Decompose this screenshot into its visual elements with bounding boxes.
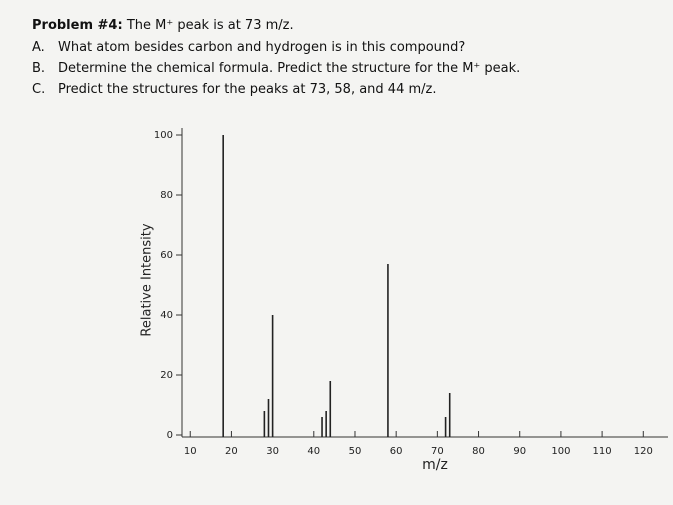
y-tick-label: 60 xyxy=(160,250,173,261)
y-tick-label: 20 xyxy=(160,370,173,381)
y-tick-label: 100 xyxy=(154,130,173,141)
x-tick-label: 100 xyxy=(551,446,570,457)
y-tick-label: 40 xyxy=(160,310,173,321)
x-tick-label: 20 xyxy=(225,446,238,457)
x-tick-label: 80 xyxy=(472,446,485,457)
problem-heading: Problem #4: xyxy=(32,18,123,33)
x-tick-label: 30 xyxy=(266,446,279,457)
item: C. Predict the structures for the peaks a… xyxy=(32,82,436,97)
item-text: Predict the structures for the peaks at … xyxy=(58,82,437,97)
x-tick-label: 90 xyxy=(513,446,526,457)
x-tick-label: 10 xyxy=(184,446,197,457)
x-tick-label: 70 xyxy=(431,446,444,457)
item-label: C. xyxy=(32,82,46,97)
problem-heading-line: Problem #4: The M⁺ peak is at 73 m/z. xyxy=(32,18,294,33)
x-tick-label: 50 xyxy=(349,446,362,457)
item-text: What atom besides carbon and hydrogen is… xyxy=(58,40,466,55)
x-tick-label: 60 xyxy=(390,446,403,457)
item: B. Determine the chemical formula. Predic… xyxy=(32,61,520,76)
item-label: A. xyxy=(32,40,45,55)
x-axis-label: m/z xyxy=(422,457,448,473)
y-axis-label: Relative Intensity xyxy=(140,223,155,336)
y-tick-label: 80 xyxy=(160,190,173,201)
item-text: Determine the chemical formula. Predict … xyxy=(58,61,521,76)
x-tick-label: 110 xyxy=(593,446,612,457)
item-label: B. xyxy=(32,61,46,76)
x-tick-label: 120 xyxy=(634,446,653,457)
x-tick-label: 40 xyxy=(307,446,320,457)
y-tick-label: 0 xyxy=(167,430,173,441)
item: A. What atom besides carbon and hydrogen … xyxy=(32,40,465,55)
problem-statement: The M⁺ peak is at 73 m/z. xyxy=(126,18,294,33)
